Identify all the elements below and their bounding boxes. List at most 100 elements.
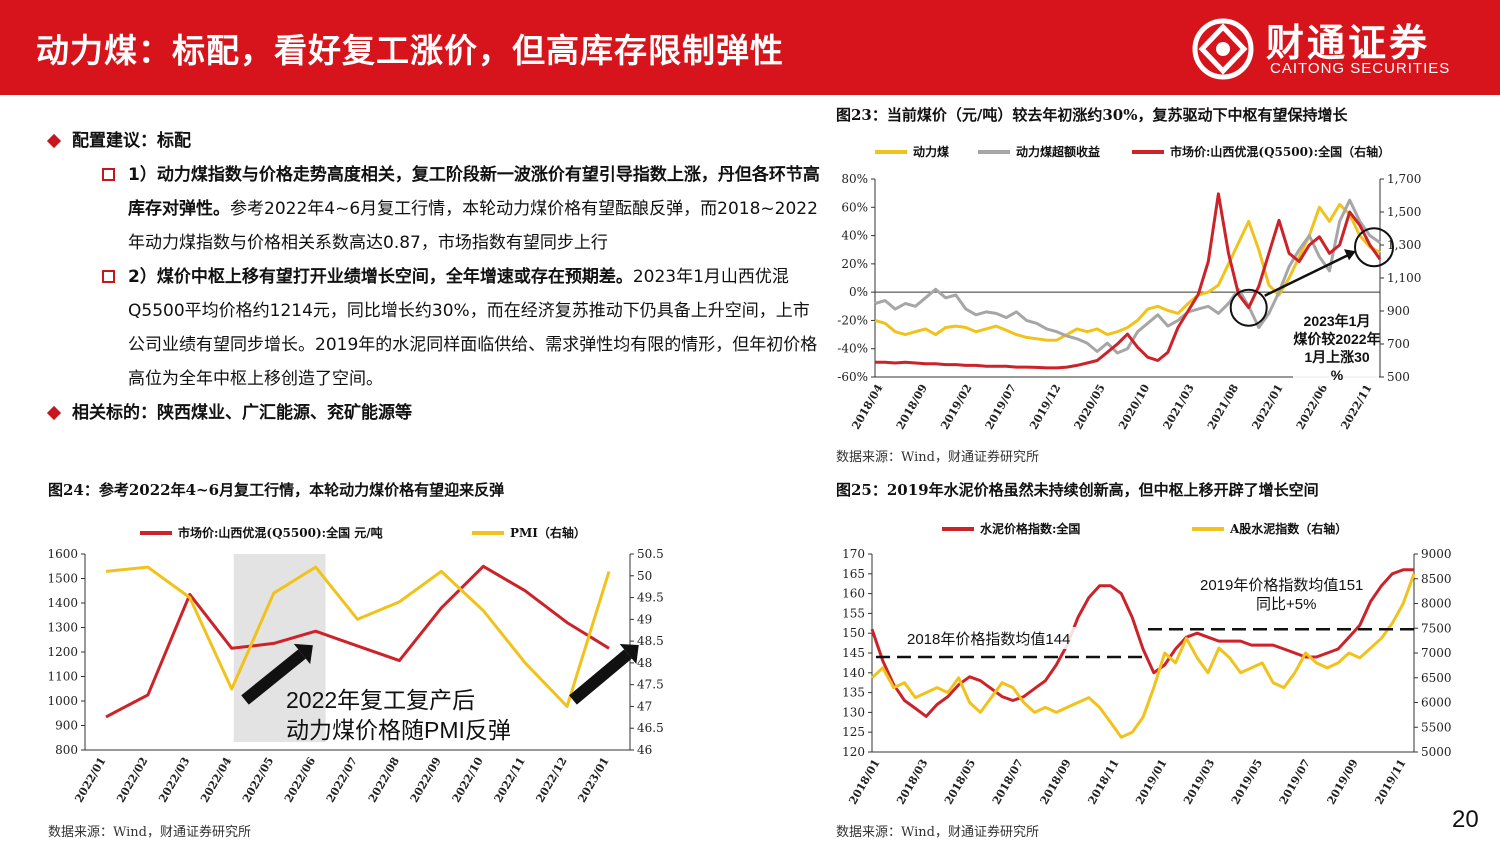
- x-tick-label: 2019/07: [1277, 757, 1313, 807]
- x-tick-label: 2022/10: [450, 755, 486, 805]
- right-tick-label: 6000: [1421, 696, 1452, 710]
- fig24-chart: 1600 1500 1400 1300 1200 1100 1000 900 800 50.5 50…: [47, 525, 664, 805]
- annotation-arrow: [569, 649, 632, 705]
- brand-name-cn: 财通证券: [1266, 21, 1431, 65]
- highlight-circle: [1229, 288, 1268, 327]
- annotation-text: 1月上涨30: [1304, 349, 1370, 365]
- brand-name-en: CAITONG SECURITIES: [1270, 60, 1451, 77]
- left-tick-label: 1400: [47, 596, 78, 610]
- bullet-allocation: 配置建议：标配: [46, 124, 826, 158]
- bullet-allocation-text: 配置建议：标配: [72, 131, 191, 151]
- right-tick-label: 1,500: [1387, 205, 1421, 219]
- left-tick-label: 1300: [47, 621, 78, 635]
- fig23-chart: 80% 60% 40% 20% 0% -20% -40% -60% 1,700 1,500 1,30…: [837, 144, 1421, 432]
- series-line: [874, 203, 1381, 342]
- left-tick-label: 170: [842, 547, 865, 561]
- right-tick-label: 50.5: [637, 547, 664, 561]
- sub-bullet-1-bold: 1）动力煤指数与价格走势高度相关，复工阶段新一波涨价有望引导指数上涨，丹但各环节…: [128, 165, 820, 219]
- annotation-arrow: [241, 649, 306, 705]
- series-line: [875, 192, 1382, 370]
- x-tick-label: 2020/10: [1116, 382, 1152, 432]
- square-bullet-icon: [102, 270, 115, 283]
- annotation-text: 2022年复工复产后: [286, 687, 475, 713]
- x-tick-label: 2018/01: [846, 757, 882, 807]
- x-tick-label: 2019/09: [1325, 757, 1361, 807]
- legend-label: 动力煤: [913, 144, 949, 159]
- x-tick-label: 2022/05: [240, 755, 276, 805]
- annotation-text: 动力煤价格随PMI反弹: [286, 717, 511, 743]
- right-tick-label: 46: [637, 743, 652, 757]
- x-tick-label: 2018/04: [849, 382, 885, 432]
- x-tick-label: 2019/12: [1027, 382, 1063, 432]
- x-tick-label: 2021/08: [1205, 382, 1241, 432]
- legend-label: 市场价:山西优混(Q5500):全国 元/吨: [178, 525, 383, 540]
- fig25-source: 数据来源：Wind，财通证券研究所: [836, 825, 1039, 840]
- x-tick-label: 2018/05: [942, 757, 978, 807]
- x-tick-label: 2020/05: [1072, 382, 1108, 432]
- x-tick-label: 2022/11: [1338, 382, 1374, 432]
- ref-label-2019-yoy: 同比+5%: [1256, 596, 1316, 613]
- left-tick-label: -60%: [837, 370, 868, 384]
- right-tick-label: 49: [637, 612, 652, 626]
- right-tick-label: 1,700: [1387, 172, 1421, 186]
- right-tick-label: 7000: [1421, 646, 1452, 660]
- left-tick-label: -40%: [837, 342, 868, 356]
- right-tick-label: 5000: [1421, 745, 1452, 759]
- series-line: [870, 568, 1414, 718]
- header-bar: 动力煤：标配，看好复工涨价，但高库存限制弹性 财通证券 CAITONG SECU…: [0, 0, 1500, 95]
- sub-bullet-2-bold: 2）煤价中枢上移有望打开业绩增长空间，全年增速或存在预期差。: [128, 267, 633, 287]
- x-tick-label: 2019/02: [938, 382, 974, 432]
- annotation-text: 煤价较2022年: [1293, 331, 1380, 347]
- arrow-head-icon: [1344, 249, 1356, 261]
- right-tick-label: 50: [637, 569, 652, 583]
- left-tick-label: 145: [842, 646, 865, 660]
- x-tick-label: 2022/04: [198, 755, 234, 805]
- fig24-source: 数据来源：Wind，财通证券研究所: [48, 825, 251, 840]
- left-tick-label: 80%: [841, 172, 868, 186]
- x-tick-label: 2022/11: [492, 755, 528, 805]
- fig25-chart: 170 165 160 155 150 145 140 135 130 125 120 9000 850…: [842, 521, 1452, 807]
- left-tick-label: 60%: [841, 200, 868, 214]
- fig23-source: 数据来源：Wind，财通证券研究所: [836, 450, 1039, 465]
- x-tick-label: 2018/07: [990, 757, 1026, 807]
- page-title: 动力煤：标配，看好复工涨价，但高库存限制弹性: [36, 31, 784, 70]
- bullet-related-text: 相关标的：陕西煤业、广汇能源、兖矿能源等: [72, 403, 412, 423]
- arrow-head-icon: [293, 643, 313, 665]
- right-tick-label: 47: [637, 699, 652, 713]
- x-tick-label: 2022/08: [366, 755, 402, 805]
- x-tick-label: 2018/09: [1038, 757, 1074, 807]
- fig24-title: 图24：参考2022年4~6月复工行情，本轮动力煤价格有望迎来反弹: [48, 481, 505, 499]
- left-tick-label: 160: [842, 587, 865, 601]
- left-tick-label: 1000: [47, 694, 78, 708]
- x-tick-label: 2018/03: [894, 757, 930, 807]
- x-tick-label: 2021/03: [1161, 382, 1197, 432]
- left-tick-label: 0%: [849, 285, 868, 299]
- left-tick-label: 1100: [47, 670, 78, 684]
- page-number: 20: [1452, 806, 1479, 833]
- left-tick-label: 165: [842, 567, 865, 581]
- left-tick-label: 1600: [47, 547, 78, 561]
- x-tick-label: 2022/03: [156, 755, 192, 805]
- left-tick-label: 140: [842, 666, 865, 680]
- sub-bullet-1-text: 参考2022年4~6月复工行情，本轮动力煤价格有望酝酿反弹，而2018~2022…: [128, 199, 818, 253]
- right-tick-label: 700: [1387, 337, 1410, 351]
- right-tick-label: 1,300: [1387, 238, 1421, 252]
- x-tick-label: 2022/12: [533, 755, 569, 805]
- x-tick-label: 2022/02: [114, 755, 150, 805]
- right-tick-label: 500: [1387, 370, 1410, 384]
- highlight-circle: [1354, 227, 1394, 268]
- fig23-title: 图23：当前煤价（元/吨）较去年初涨约30%，复苏驱动下中枢有望保持增长: [836, 106, 1348, 124]
- left-tick-label: -20%: [837, 313, 868, 327]
- right-tick-label: 9000: [1421, 547, 1452, 561]
- series-line: [874, 198, 1381, 355]
- ref-label-bg: [904, 626, 1084, 649]
- x-tick-label: 2019/01: [1133, 757, 1169, 807]
- left-tick-label: 120: [842, 745, 865, 759]
- right-tick-label: 8000: [1421, 597, 1452, 611]
- x-tick-label: 2022/01: [1249, 382, 1285, 432]
- x-tick-label: 2022/07: [324, 755, 360, 805]
- x-tick-label: 2018/09: [894, 382, 930, 432]
- x-tick-label: 2019/07: [983, 382, 1019, 432]
- x-tick-label: 2022/01: [72, 755, 108, 805]
- right-tick-label: 48.5: [637, 634, 664, 648]
